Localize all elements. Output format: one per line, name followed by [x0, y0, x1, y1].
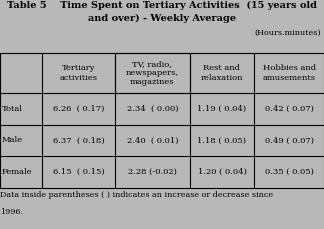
Text: 1.19 ( 0.04): 1.19 ( 0.04)	[197, 105, 247, 113]
Text: Total: Total	[2, 105, 23, 113]
Text: Hobbies and
amusements: Hobbies and amusements	[263, 64, 316, 82]
Text: 6.26  ( 0.17): 6.26 ( 0.17)	[53, 105, 104, 113]
Text: TV, radio,
newspapers,
magazines: TV, radio, newspapers, magazines	[126, 60, 179, 86]
Text: Rest and
relaxation: Rest and relaxation	[201, 64, 243, 82]
Text: 6.37  ( 0.18): 6.37 ( 0.18)	[53, 136, 104, 144]
Text: 0.49 ( 0.07): 0.49 ( 0.07)	[265, 136, 314, 144]
Text: Tertiary
activities: Tertiary activities	[60, 64, 98, 82]
Text: 0.35 ( 0.05): 0.35 ( 0.05)	[265, 168, 314, 176]
Text: 1.20 ( 0.04): 1.20 ( 0.04)	[198, 168, 246, 176]
Text: 2.34  ( 0.00): 2.34 ( 0.00)	[127, 105, 178, 113]
Bar	[115, 53, 190, 93]
Text: 1.18 ( 0.05): 1.18 ( 0.05)	[197, 136, 247, 144]
Text: 6.15  ( 0.15): 6.15 ( 0.15)	[53, 168, 104, 176]
Text: 2.40  ( 0.01): 2.40 ( 0.01)	[127, 136, 178, 144]
Text: (Hours.minutes): (Hours.minutes)	[254, 29, 321, 37]
Text: and over) - Weekly Average: and over) - Weekly Average	[88, 14, 236, 23]
Text: Female: Female	[2, 168, 32, 176]
Text: 2.28 (-0.02): 2.28 (-0.02)	[128, 168, 177, 176]
Text: Table 5    Time Spent on Tertiary Activities  (15 years old: Table 5 Time Spent on Tertiary Activitie…	[7, 1, 317, 10]
Text: Male: Male	[2, 136, 23, 144]
Text: Data inside parentheses ( ) indicates an increase or decrease since: Data inside parentheses ( ) indicates an…	[0, 191, 273, 199]
Bar	[0, 53, 324, 188]
Text: 1996.: 1996.	[0, 208, 23, 216]
Text: 0.42 ( 0.07): 0.42 ( 0.07)	[265, 105, 314, 113]
